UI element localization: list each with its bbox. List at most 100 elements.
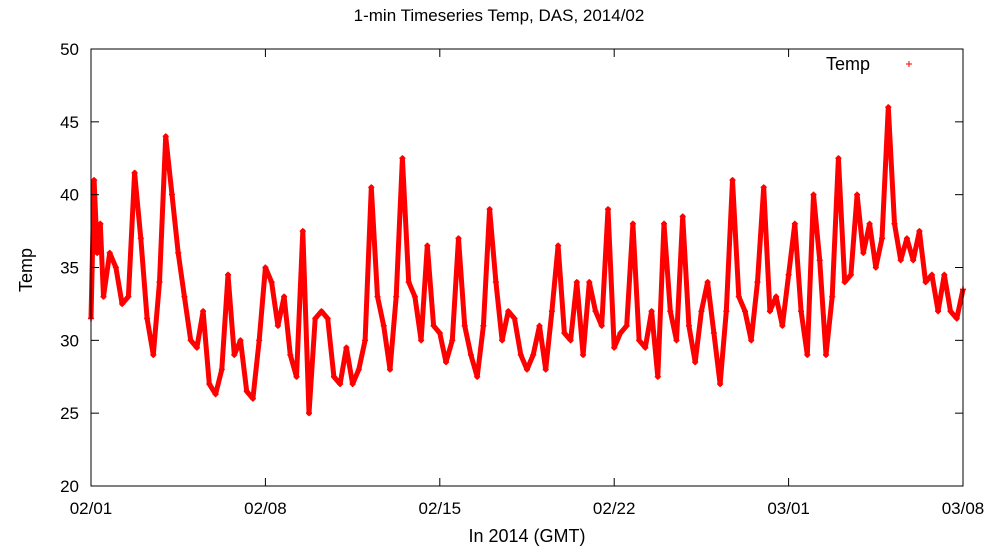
temp-point [953,315,960,322]
temp-point [698,308,705,315]
temp-point [816,257,823,264]
temp-point [492,279,499,286]
temp-point [293,373,300,380]
temp-point [480,322,487,329]
temp-point [704,279,711,286]
legend-label: Temp [826,54,870,74]
temp-point [661,220,668,227]
temp-point [542,366,549,373]
temp-point [168,191,175,198]
temp-point [717,381,724,388]
temp-point [804,351,811,358]
temp-point [822,351,829,358]
temp-point [200,308,207,315]
x-tick-label: 03/01 [767,499,810,518]
temp-point [573,279,580,286]
temp-point [617,330,624,337]
temp-point [287,351,294,358]
x-tick-label: 02/08 [244,499,287,518]
temp-point [150,351,157,358]
temp-point [611,344,618,351]
x-tick-label: 02/15 [419,499,462,518]
temp-point [897,257,904,264]
temp-point [125,293,132,300]
temp-point [474,373,481,380]
temp-point [318,308,325,315]
temp-point [723,308,730,315]
temp-point [386,366,393,373]
temp-point [791,220,798,227]
temp-point [710,330,717,337]
y-tick-label: 50 [60,40,79,59]
temp-point [548,308,555,315]
temp-point [860,249,867,256]
x-axis-label: In 2014 (GMT) [468,526,586,546]
temp-point [648,308,655,315]
temp-point [131,169,138,176]
temp-point [237,337,244,344]
chart-title: 1-min Timeseries Temp, DAS, 2014/02 [353,6,645,25]
temp-point [779,322,786,329]
y-tick-label: 40 [60,186,79,205]
temp-point [343,344,350,351]
temp-point [187,337,194,344]
temp-point [443,359,450,366]
temp-point [405,279,412,286]
temp-point [455,235,462,242]
temp-point [449,337,456,344]
temp-point [735,293,742,300]
temp-point [243,388,250,395]
temp-point [847,271,854,278]
temp-point [903,235,910,242]
temp-point [436,330,443,337]
temp-point [206,381,213,388]
temp-point [112,264,119,271]
temp-point [97,220,104,227]
temp-point [162,133,169,140]
legend-marker-plus-icon [906,61,912,67]
temp-point [592,308,599,315]
temp-point [760,184,767,191]
temp-point [486,206,493,213]
temp-point [231,351,238,358]
temp-point [679,213,686,220]
x-tick-label: 02/01 [70,499,113,518]
y-tick-label: 35 [60,259,79,278]
temp-point [330,373,337,380]
temp-point [530,351,537,358]
temp-point [119,300,126,307]
temp-point [212,391,219,398]
temp-point [891,220,898,227]
temp-point [349,381,356,388]
temp-point [281,293,288,300]
y-tick-label: 30 [60,331,79,350]
temp-point [773,293,780,300]
temp-point [144,315,151,322]
temp-point [536,322,543,329]
temp-point [885,104,892,111]
series-layer [88,104,966,417]
temp-point [928,271,935,278]
temp-point [580,351,587,358]
temp-point [100,293,107,300]
temp-point [225,271,232,278]
temp-point [766,308,773,315]
temp-point [218,366,225,373]
y-tick-label: 25 [60,404,79,423]
temp-point [399,155,406,162]
temp-point [511,315,518,322]
temp-point [137,235,144,242]
temp-point [692,359,699,366]
temp-point [374,293,381,300]
temp-point [685,322,692,329]
temp-point [337,381,344,388]
temp-point [742,308,748,315]
temp-point [94,249,101,256]
temp-point [673,337,680,344]
temp-point [604,206,611,213]
temp-point [524,366,530,373]
temp-point [654,373,661,380]
temp-point [430,322,437,329]
temp-point [393,293,400,300]
